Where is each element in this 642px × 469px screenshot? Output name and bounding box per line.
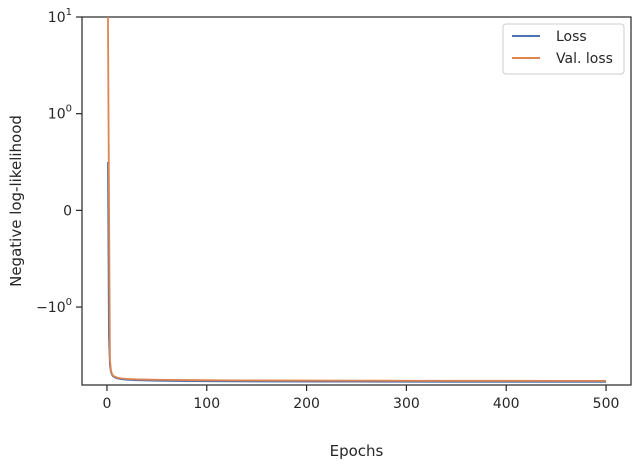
series-line-loss (107, 162, 607, 383)
y-tick-label: 0 (63, 203, 72, 219)
x-tick-label: 500 (593, 396, 620, 412)
x-tick-label: 0 (102, 396, 111, 412)
y-axis-ticks: 101 100 0 −100 (36, 7, 82, 316)
y-tick-label: −100 (36, 297, 72, 316)
x-tick-label: 300 (393, 396, 420, 412)
x-tick-label: 400 (493, 396, 520, 412)
legend-label-loss: Loss (556, 29, 587, 45)
x-axis-label: Epochs (330, 442, 384, 460)
x-tick-label: 100 (193, 396, 220, 412)
series-lines (107, 16, 607, 383)
x-axis-ticks: 0 100 200 300 400 500 (102, 385, 619, 412)
series-line-val-loss (107, 16, 607, 382)
y-tick-label: 101 (48, 7, 72, 26)
x-tick-label: 200 (293, 396, 320, 412)
legend-label-val-loss: Val. loss (556, 51, 613, 67)
legend: Loss Val. loss (502, 23, 625, 75)
y-tick-label: 100 (48, 104, 72, 123)
axes-frame (81, 16, 632, 386)
y-axis-label: Negative log-likelihood (7, 115, 25, 287)
plot-area (81, 16, 632, 386)
